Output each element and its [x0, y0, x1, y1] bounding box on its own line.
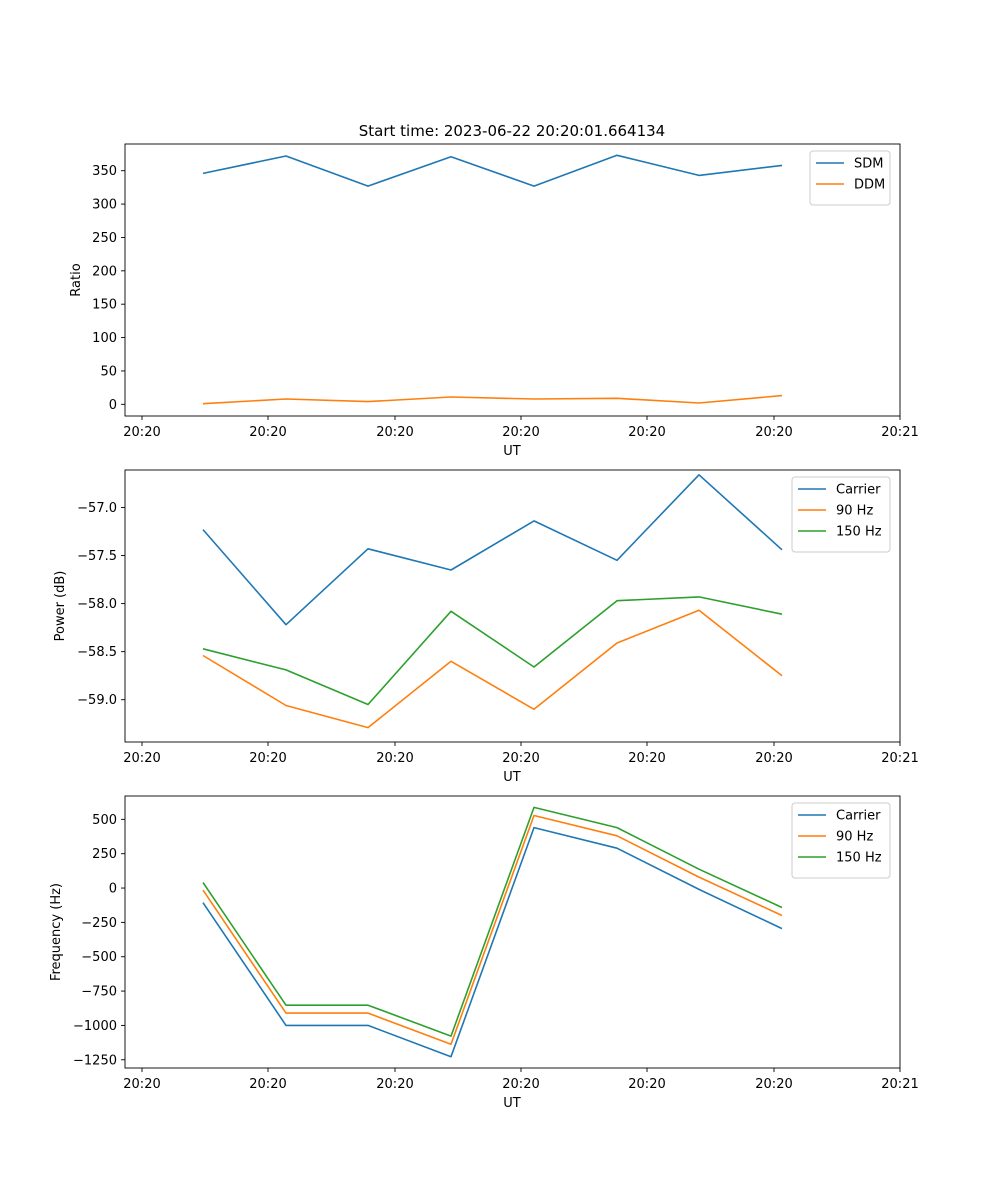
power-panel: 20:20 20:20 20:20 20:20 20:20 20:20 20:21 UT −59… — [53, 469, 919, 785]
x-axis-label: UT — [503, 770, 521, 785]
y-tick-label: 0 — [109, 398, 117, 413]
x-tick-label: 20:20 — [755, 1077, 792, 1092]
y-tick-label: −59.0 — [77, 693, 117, 708]
y-axis-label: Ratio — [69, 263, 84, 296]
series-line-90-hz — [202, 609, 783, 729]
y-tick-label: −750 — [81, 985, 117, 1000]
legend-label: DDM — [854, 178, 885, 193]
x-tick-label: 20:20 — [755, 425, 792, 440]
legend-label: Carrier — [836, 809, 881, 824]
figure-title: Start time: 2023-06-22 20:20:01.664134 — [359, 122, 665, 140]
x-tick-label: 20:20 — [123, 1077, 160, 1092]
axes-frame — [124, 795, 901, 1069]
series-line-carrier — [202, 826, 783, 1058]
legend — [791, 476, 891, 553]
y-tick-label: 150 — [92, 298, 117, 313]
y-tick-label: −58.5 — [77, 645, 117, 660]
x-tick-label: 20:21 — [881, 425, 918, 440]
x-tick-label: 20:20 — [123, 425, 160, 440]
x-tick-label: 20:20 — [502, 425, 539, 440]
y-tick-label: −1000 — [73, 1019, 117, 1034]
y-tick-label: 250 — [92, 847, 117, 862]
legend-label: 150 Hz — [836, 525, 882, 540]
y-axis-label: Power (dB) — [53, 571, 68, 642]
y-tick-label: −57.5 — [77, 549, 117, 564]
series-line-150-hz — [202, 596, 783, 706]
x-tick-label: 20:20 — [376, 425, 413, 440]
y-axis-label: Frequency (Hz) — [49, 883, 64, 981]
series-line-carrier — [202, 473, 783, 626]
legend — [809, 150, 891, 206]
y-tick-label: −250 — [81, 916, 117, 931]
x-tick-label: 20:21 — [881, 751, 918, 766]
legend — [791, 802, 891, 879]
x-tick-label: 20:21 — [881, 1077, 918, 1092]
x-tick-label: 20:20 — [628, 751, 665, 766]
y-tick-label: −57.0 — [77, 501, 117, 516]
legend-label: Carrier — [836, 483, 881, 498]
y-tick-label: 0 — [109, 882, 117, 897]
y-tick-label: 300 — [92, 198, 117, 213]
y-tick-label: 500 — [92, 813, 117, 828]
x-tick-label: 20:20 — [249, 1077, 286, 1092]
series-line-90-hz — [202, 814, 783, 1045]
axes-frame — [124, 143, 901, 417]
y-tick-label: −500 — [81, 950, 117, 965]
y-tick-label: 200 — [92, 264, 117, 279]
x-axis-label: UT — [503, 1096, 521, 1111]
x-tick-label: 20:20 — [123, 751, 160, 766]
series-line-sdm — [202, 154, 783, 187]
y-tick-label: −1250 — [73, 1053, 117, 1068]
y-tick-label: 350 — [92, 164, 117, 179]
x-tick-label: 20:20 — [376, 751, 413, 766]
x-tick-label: 20:20 — [628, 1077, 665, 1092]
y-tick-label: −58.0 — [77, 597, 117, 612]
series-line-150-hz — [202, 806, 783, 1037]
y-tick-label: 250 — [92, 231, 117, 246]
x-tick-label: 20:20 — [628, 425, 665, 440]
legend-label: 90 Hz — [836, 830, 873, 845]
x-tick-label: 20:20 — [249, 751, 286, 766]
x-tick-label: 20:20 — [249, 425, 286, 440]
y-tick-label: 50 — [100, 364, 117, 379]
legend-label: 150 Hz — [836, 851, 882, 866]
frequency-panel: 20:20 20:20 20:20 20:20 20:20 20:20 20:21 UT −12… — [49, 795, 919, 1111]
x-tick-label: 20:20 — [376, 1077, 413, 1092]
x-axis-label: UT — [503, 444, 521, 459]
y-tick-label: 100 — [92, 331, 117, 346]
series-line-ddm — [202, 394, 783, 405]
legend-label: SDM — [854, 157, 883, 172]
axes-frame — [124, 469, 901, 743]
legend-label: 90 Hz — [836, 504, 873, 519]
x-tick-label: 20:20 — [502, 1077, 539, 1092]
x-tick-label: 20:20 — [502, 751, 539, 766]
x-tick-label: 20:20 — [755, 751, 792, 766]
ratio-panel: 20:20 20:20 20:20 20:20 20:20 20:20 20:21 UT 0 50… — [69, 143, 919, 459]
